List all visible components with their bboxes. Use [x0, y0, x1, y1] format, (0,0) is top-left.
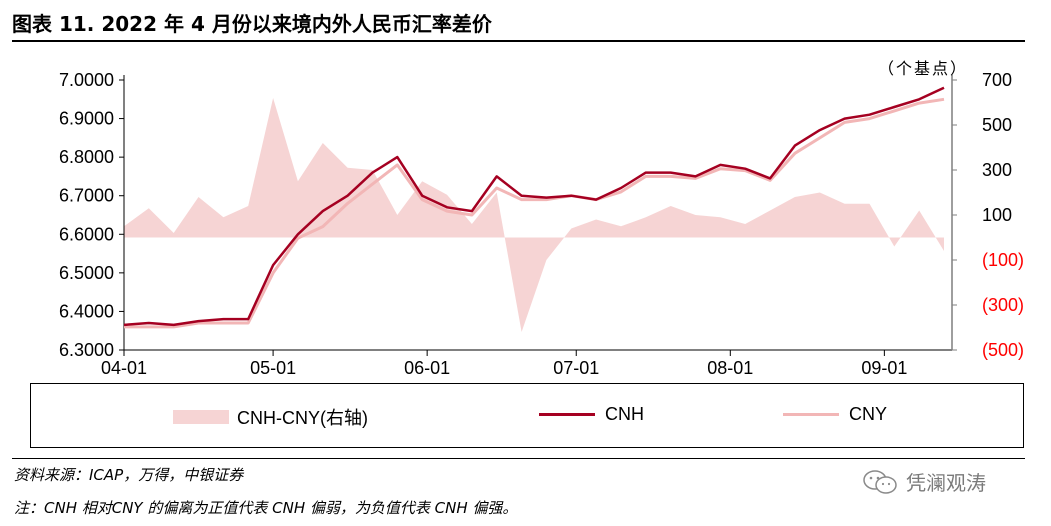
legend-label-spread: CNH-CNY(右轴) [237, 408, 368, 428]
left-tick-label: 6.3000 [59, 340, 114, 360]
footnote: 注：CNH 相对CNY 的偏离为正值代表 CNH 偏弱，为负值代表 CNH 偏强… [14, 499, 518, 517]
spread-area-layer [124, 98, 944, 332]
x-tick-label: 09-01 [861, 358, 907, 378]
series-layer [123, 86, 945, 329]
right-tick-label: 700 [982, 70, 1012, 90]
legend-item-cnh: CNH [539, 404, 644, 425]
legend-swatch-spread [173, 410, 229, 424]
x-tick-label: 06-01 [404, 358, 450, 378]
footer-divider [12, 458, 1025, 459]
legend-item-cny: CNY [783, 404, 887, 425]
watermark-text: 凭澜观涛 [906, 471, 986, 495]
right-tick-label: (300) [982, 295, 1024, 315]
left-tick-label: 6.4000 [59, 301, 114, 321]
line-chart: 6.3000 6.4000 6.5000 6.6000 6.7000 6.8000 6.90… [59, 59, 1024, 378]
legend-swatch-cnh [539, 413, 595, 416]
left-tick-label: 6.5000 [59, 263, 114, 283]
right-axis-unit: （个基点） [878, 59, 968, 78]
legend: CNH-CNY(右轴) CNH CNY [30, 383, 1024, 448]
left-tick-label: 6.8000 [59, 147, 114, 167]
watermark: 凭澜观涛 [862, 467, 986, 496]
right-tick-label: (100) [982, 250, 1024, 270]
source-note: 资料来源：ICAP，万得，中银证券 [14, 466, 244, 484]
legend-item-spread: CNH-CNY(右轴) [173, 404, 368, 430]
series-line-cnh [123, 86, 945, 327]
legend-label-cnh: CNH [605, 404, 644, 424]
chart-title: 图表 11. 2022 年 4 月份以来境内外人民币汇率差价 [12, 12, 492, 36]
wechat-icon [863, 469, 897, 494]
axes-layer: 6.3000 6.4000 6.5000 6.6000 6.7000 6.8000 6.90… [59, 70, 1024, 378]
left-tick-label: 6.9000 [59, 109, 114, 129]
x-tick-label: 04-01 [101, 358, 147, 378]
right-tick-label: 300 [982, 160, 1012, 180]
title-divider [12, 40, 1025, 42]
legend-swatch-cny [783, 413, 839, 416]
right-tick-label: 100 [982, 205, 1012, 225]
spread-area [124, 98, 944, 332]
right-tick-label: 500 [982, 115, 1012, 135]
x-tick-label: 05-01 [250, 358, 296, 378]
right-tick-label: (500) [982, 340, 1024, 360]
legend-label-cny: CNY [849, 404, 888, 424]
left-tick-label: 6.6000 [59, 224, 114, 244]
x-tick-label: 07-01 [553, 358, 599, 378]
left-tick-label: 6.7000 [59, 186, 114, 206]
left-tick-label: 7.0000 [59, 70, 114, 90]
series-line-cny [124, 97, 945, 329]
x-tick-label: 08-01 [707, 358, 753, 378]
